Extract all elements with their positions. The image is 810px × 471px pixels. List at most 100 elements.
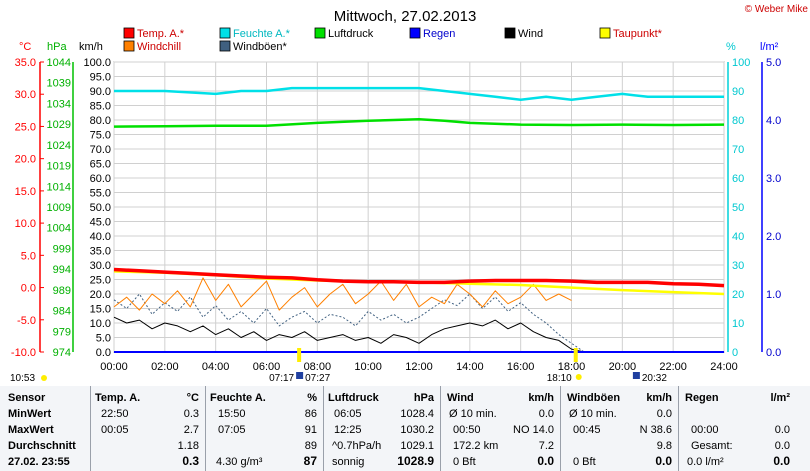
legend-label-temp: Temp. A.*	[137, 28, 185, 40]
pressure-max-value: 1030.2	[400, 424, 434, 436]
humidity-tick-label: 90	[732, 86, 744, 98]
legend-swatch-windchill	[123, 40, 135, 52]
gust-avg-10min-label: Ø 10 min.	[569, 408, 617, 420]
rain-tick-label: 2.0	[766, 231, 781, 243]
legend-label-wind: Wind	[518, 28, 543, 40]
gust-max-value: N 38.6	[639, 424, 672, 436]
humidity-tick-label: 100	[732, 57, 750, 69]
legend-label-windboeen: Windböen*	[233, 41, 288, 53]
wind-tick-label: 60.0	[90, 173, 111, 185]
temp-tick-label: -10.0	[11, 347, 36, 359]
humidity-max-value: 91	[304, 424, 317, 436]
time-tick-label: 04:00	[202, 361, 230, 373]
pressure-tick-label: 1004	[47, 223, 71, 235]
rain-max-time: 00:00	[691, 424, 719, 436]
pressure-tick-label: 1044	[47, 57, 71, 69]
humidity-max-time: 07:05	[218, 424, 246, 436]
wind-avg-10min-label: Ø 10 min.	[449, 408, 497, 420]
temp-tick-label: 0.0	[21, 283, 36, 295]
wind-tick-label: 70.0	[90, 144, 111, 156]
humidity-current-value: 87	[303, 454, 317, 468]
temp-tick-label: -5.0	[17, 315, 36, 327]
legend-label-feuchte: Feuchte A.*	[233, 28, 291, 40]
stats-gust-panel: Windböen km/h Ø 10 min. 0.0 00:45 N 38.6…	[560, 386, 678, 471]
wind-tick-label: 75.0	[90, 130, 111, 142]
wind-tick-label: 35.0	[90, 246, 111, 258]
humidity-tick-label: 30	[732, 260, 744, 272]
wind-tick-label: 5.0	[96, 333, 111, 345]
legend-swatch-luftdruck	[314, 27, 326, 39]
wind-avg-10min-value: 0.0	[538, 408, 554, 420]
wind-tick-label: 55.0	[90, 188, 111, 200]
time-tick-label: 22:00	[659, 361, 687, 373]
rain-total-label: Gesamt:	[691, 440, 733, 452]
gust-unit: km/h	[646, 392, 672, 404]
temp-tick-label: 15.0	[15, 186, 36, 198]
rain-tick-label: 3.0	[766, 173, 781, 185]
wind-tick-label: 80.0	[90, 115, 111, 127]
rain-max-value: 0.0	[774, 424, 790, 436]
sunrise-marker	[297, 348, 302, 362]
moonrise-time-label: 20:32	[642, 373, 667, 384]
pressure-tick-label: 1034	[47, 98, 71, 110]
pressure-tick-label: 994	[53, 264, 71, 276]
pressure-tick-label: 979	[53, 326, 71, 338]
humidity-tick-label: 60	[732, 173, 744, 185]
chart-grid	[113, 61, 725, 353]
time-tick-label: 00:00	[100, 361, 128, 373]
series-line-feuchtea	[114, 86, 724, 101]
temp-avg-value: 1.18	[177, 440, 199, 452]
pressure-tick-label: 1039	[47, 78, 71, 90]
chart-title: Mittwoch, 27.02.2013	[334, 8, 477, 25]
rain-header: Regen	[685, 392, 719, 404]
statistics-panel: Sensor MinWert MaxWert Durchschnitt 27.0…	[0, 386, 810, 471]
wind-current-value: 0.0	[537, 454, 554, 468]
time-tick-label: 18:00	[558, 361, 586, 373]
legend-label-windchill: Windchill	[137, 41, 181, 53]
stats-rain-panel: Regen l/m² 00:00 0.0 Gesamt: 0.0 0.0 l/m…	[678, 386, 796, 471]
pressure-tick-label: 1009	[47, 202, 71, 214]
humidity-avg-value: 89	[304, 440, 317, 452]
pressure-min-time: 06:05	[334, 408, 362, 420]
gust-avg-value: 9.8	[656, 440, 672, 452]
temp-current-value: 0.3	[182, 454, 199, 468]
pressure-tick-label: 1019	[47, 161, 71, 173]
series-line-luftdruck	[113, 117, 725, 128]
humidity-header: Feuchte A.	[210, 392, 266, 404]
temp-tick-label: 20.0	[15, 154, 36, 166]
humidity-absolute: 4.30 g/m³	[216, 456, 263, 468]
rain-tick-label: 0.0	[766, 347, 781, 359]
temp-min-value: 0.3	[183, 408, 199, 420]
pressure-forecast: sonnig	[332, 456, 365, 468]
series-line-wind	[113, 316, 724, 353]
gust-header: Windböen	[567, 392, 621, 404]
axis-unit-labels: °C hPa km/h % l/m²	[19, 41, 779, 53]
gust-max-time: 00:45	[573, 424, 601, 436]
pressure-tick-label: 984	[53, 306, 71, 318]
series-line-windben	[113, 293, 724, 353]
wind-avg-value: 7.2	[538, 440, 554, 452]
sunrise-icon	[296, 372, 304, 379]
temp-tick-label: 10.0	[15, 218, 36, 230]
legend-swatch-wind	[504, 27, 516, 39]
pressure-header: Luftdruck	[328, 392, 379, 404]
pressure-tick-label: 1029	[47, 119, 71, 131]
time-tick-label: 08:00	[304, 361, 332, 373]
x-axis: 00:00 02:00 04:00 06:00 08:00 10:00 12:00 14:00…	[100, 361, 738, 373]
stats-wind-panel: Wind km/h Ø 10 min. 0.0 00:50 NO 14.0 17…	[440, 386, 560, 471]
wind-unit: km/h	[528, 392, 554, 404]
wind-tick-label: 45.0	[90, 217, 111, 229]
legend-swatch-temp	[123, 27, 135, 39]
gust-beaufort: 0 Bft	[573, 456, 596, 468]
humidity-axis-unit: %	[726, 41, 736, 53]
rain-axis-unit: l/m²	[760, 41, 779, 53]
row-label-avg: Durchschnitt	[8, 440, 76, 452]
time-tick-label: 06:00	[253, 361, 281, 373]
stats-humidity-panel: Feuchte A. % 15:50 86 07:05 91 89 4.30 g…	[205, 386, 323, 471]
wind-header: Wind	[447, 392, 474, 404]
wind-tick-label: 90.0	[90, 86, 111, 98]
chart-series	[113, 86, 725, 353]
copyright-label: © Weber Mike	[745, 4, 809, 15]
legend-swatch-taupunkt	[599, 27, 611, 39]
